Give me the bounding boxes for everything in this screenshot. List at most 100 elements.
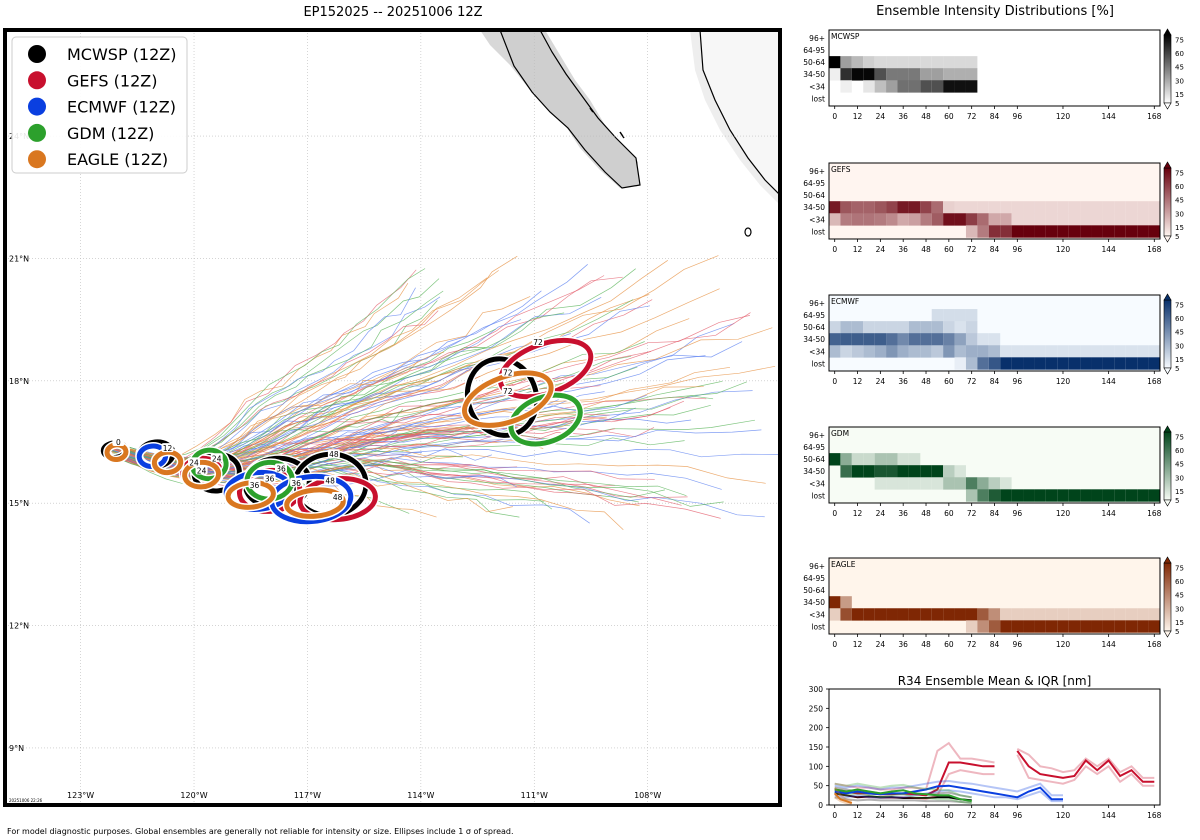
heatmap-x-tick-label: 120 <box>1056 509 1071 518</box>
r34-x-tick-label: 84 <box>990 811 1000 820</box>
heatmap-cell <box>1137 357 1149 370</box>
heatmap-x-tick-label: 168 <box>1147 112 1162 121</box>
heatmap-cell <box>897 345 909 358</box>
heatmap-cell <box>1148 213 1160 226</box>
heatmap-cell <box>886 201 898 214</box>
r34-x-tick-label: 24 <box>876 811 886 820</box>
colorbar-tick-label: 30 <box>1175 605 1184 613</box>
r34-x-tick-label: 48 <box>921 811 931 820</box>
colorbar-extend-top <box>1163 28 1172 36</box>
heatmap-row-label: 34-50 <box>803 203 825 212</box>
heatmap-cell <box>874 68 887 81</box>
heatmap-cell <box>840 80 852 93</box>
heatmap-cell <box>965 345 978 358</box>
heatmap-cell <box>897 201 909 214</box>
heatmap-cell <box>863 453 875 466</box>
intensity-heatmaps: MCWSP 96+ 64-95 50-64 34-50 <34 lost 0 12 24 36 48 6… <box>803 28 1184 649</box>
lat-tick-label: 9°N <box>9 744 24 753</box>
heatmap-x-tick-label: 60 <box>944 245 954 254</box>
r34-y-tick-label: 50 <box>813 782 823 791</box>
heatmap-x-tick-label: 144 <box>1101 112 1116 121</box>
heatmap-x-tick-label: 144 <box>1101 377 1116 386</box>
heatmap-cell <box>1034 201 1046 214</box>
heatmap-cell <box>1148 201 1160 214</box>
r34-x-tick-label: 0 <box>832 811 837 820</box>
lon-tick-label: 120°W <box>180 791 207 800</box>
heatmap-x-tick-label: 120 <box>1056 377 1071 386</box>
heatmap-cell <box>829 333 841 346</box>
heatmap-cell <box>851 333 864 346</box>
r34-series-ecmwf <box>834 779 1063 803</box>
heatmap-cell <box>1000 477 1012 490</box>
heatmap-cell <box>829 68 841 81</box>
heatmap-x-tick-label: 144 <box>1101 245 1116 254</box>
r34-y-tick-label: 300 <box>809 685 824 694</box>
heatmap-cell <box>1045 225 1058 238</box>
heatmap-cell <box>908 80 921 93</box>
heatmap-cell <box>1125 201 1138 214</box>
heatmap-cell <box>897 213 909 226</box>
heatmap-cell <box>840 333 852 346</box>
heatmap-cell <box>965 56 978 69</box>
map-frame <box>3 28 782 807</box>
heatmap-cell <box>1034 213 1046 226</box>
heatmap-row-label: lost <box>811 94 825 103</box>
heatmap-cell <box>1011 357 1024 370</box>
r34-x-tick-label: 36 <box>898 811 908 820</box>
heatmap-x-tick-label: 0 <box>832 640 837 649</box>
heatmap-row-label: 96+ <box>809 431 825 440</box>
heatmap-cell <box>897 80 909 93</box>
heatmap-cell <box>1023 489 1035 502</box>
legend-label: GEFS (12Z) <box>67 71 157 90</box>
heatmap-cell <box>931 68 944 81</box>
heatmap-row-label: 34-50 <box>803 335 825 344</box>
hour-label: 36 <box>276 464 286 473</box>
colorbar <box>1163 562 1172 632</box>
heatmap-cell <box>863 321 875 334</box>
heatmap-cell <box>1137 608 1149 621</box>
heatmap-cell <box>965 321 978 334</box>
colorbar-extend-bottom <box>1163 235 1172 243</box>
heatmap-cell <box>1125 213 1138 226</box>
heatmap-x-tick-label: 96 <box>1013 112 1023 121</box>
map-legend: MCWSP (12Z) GEFS (12Z) ECMWF (12Z) GDM (12Z… <box>11 36 188 174</box>
heatmap-cell <box>943 80 955 93</box>
r34-iqr-upper <box>833 787 853 803</box>
heatmap-cell <box>851 453 864 466</box>
heatmap-cell <box>1137 345 1149 358</box>
r34-x-tick-label: 168 <box>1147 811 1162 820</box>
heatmap-cell <box>874 201 887 214</box>
hour-label: 24 <box>212 454 222 463</box>
heatmap-row-label: 64-95 <box>803 574 825 583</box>
heatmap-x-tick-label: 0 <box>832 112 837 121</box>
heatmap-x-tick-label: 84 <box>990 509 1000 518</box>
heatmap-cell <box>954 333 966 346</box>
heatmap-cell <box>1091 608 1103 621</box>
heatmap-x-tick-label: 12 <box>853 377 863 386</box>
legend-marker <box>28 123 46 142</box>
hour-label: 24 <box>189 458 199 467</box>
heatmap-cell <box>965 309 978 322</box>
colorbar-tick-label: 75 <box>1175 565 1184 573</box>
heatmap-cell <box>874 345 887 358</box>
heatmap-cell <box>1023 213 1035 226</box>
heatmap-model-label: GEFS <box>831 165 851 174</box>
heatmap-ecmwf: ECMWF 96+ 64-95 50-64 34-50 <34 lost 0 12 24 36 48 6… <box>803 293 1184 386</box>
heatmap-cell <box>897 321 909 334</box>
heatmap-x-tick-label: 12 <box>853 245 863 254</box>
heatmap-cell <box>931 80 944 93</box>
heatmap-cell <box>829 453 841 466</box>
ellipse-eagle-72 <box>461 370 554 428</box>
r34-y-tick-label: 150 <box>809 743 824 752</box>
heatmap-x-tick-label: 36 <box>898 640 908 649</box>
colorbar <box>1163 299 1172 369</box>
heatmap-x-tick-label: 84 <box>990 245 1000 254</box>
heatmap-cell <box>1148 345 1160 358</box>
heatmap-cell <box>920 213 932 226</box>
heatmap-x-tick-label: 0 <box>832 509 837 518</box>
colorbar-tick-label: 75 <box>1175 37 1184 45</box>
heatmap-cell <box>1148 489 1160 502</box>
heatmap-cell <box>1080 489 1092 502</box>
heatmap-cell <box>954 213 966 226</box>
heatmap-cell <box>943 608 955 621</box>
